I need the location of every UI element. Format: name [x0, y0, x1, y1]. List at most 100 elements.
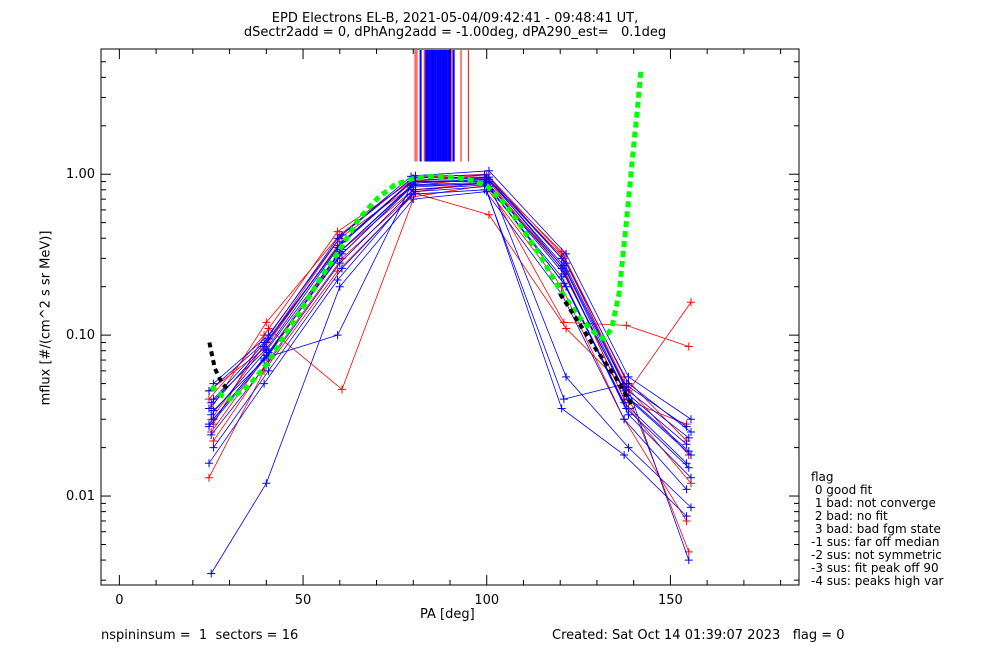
- legend-item: -1 sus: far off median: [811, 535, 940, 549]
- series-line: [208, 189, 687, 490]
- series-marker: [205, 386, 214, 395]
- series-marker: [209, 406, 218, 415]
- y-tick-label: 1.00: [66, 167, 95, 182]
- series-marker: [686, 428, 695, 437]
- series-marker: [411, 177, 420, 186]
- series-marker: [337, 385, 346, 394]
- axes-group: 0 50 100 150 0.01 0.10 1.00: [66, 48, 799, 608]
- series-marker: [562, 267, 571, 276]
- series-marker: [624, 410, 633, 419]
- x-tick-label: 50: [295, 593, 312, 608]
- legend-item: -2 sus: not symmetric: [811, 548, 942, 562]
- series-marker: [684, 463, 693, 472]
- series-marker: [684, 342, 693, 351]
- fit-curve: [209, 68, 644, 403]
- x-tick-label: 100: [474, 593, 499, 608]
- series-marker: [207, 398, 216, 407]
- series-marker: [684, 556, 693, 565]
- series-marker: [333, 234, 342, 243]
- series-marker: [484, 210, 493, 219]
- series-marker: [264, 331, 273, 340]
- series-marker: [207, 430, 216, 439]
- y-tick-label: 0.10: [66, 328, 95, 343]
- footer-left: nspininsum = 1 sectors = 16: [101, 628, 299, 643]
- series-marker: [557, 254, 566, 263]
- series-line: [213, 181, 692, 508]
- series-marker: [205, 404, 214, 413]
- series-marker: [682, 485, 691, 494]
- series-marker: [260, 354, 269, 363]
- series-line: [210, 182, 689, 433]
- series-marker: [409, 195, 418, 204]
- series-marker: [624, 372, 633, 381]
- series-marker: [484, 166, 493, 175]
- series-marker: [559, 318, 568, 327]
- series-line: [208, 183, 687, 517]
- legend-item: 3 bad: bad fgm state: [811, 522, 941, 536]
- series-marker: [207, 569, 216, 578]
- legend-item: -3 sus: fit peak off 90: [811, 561, 939, 575]
- series-marker: [686, 415, 695, 424]
- series-marker: [260, 379, 269, 388]
- series-marker: [562, 249, 571, 258]
- series-marker: [205, 459, 214, 468]
- series-marker: [557, 404, 566, 413]
- series-marker: [559, 261, 568, 270]
- series-marker: [562, 372, 571, 381]
- series-group: [205, 166, 695, 578]
- series-line: [210, 177, 690, 439]
- series-marker: [562, 324, 571, 333]
- series-marker: [333, 331, 342, 340]
- series-line: [213, 185, 692, 478]
- series-marker: [686, 450, 695, 459]
- chart-title-line2: dSectr2add = 0, dPhAng2add = -1.00deg, d…: [243, 25, 667, 40]
- series-marker: [686, 473, 695, 482]
- series-marker: [622, 404, 631, 413]
- series-marker: [684, 433, 693, 442]
- legend-item: 2 bad: no fit: [811, 509, 888, 523]
- series-line: [210, 181, 690, 452]
- series-marker: [622, 321, 631, 330]
- legend-item: 0 good fit: [811, 483, 873, 497]
- series-marker: [264, 366, 273, 375]
- series-marker: [207, 410, 216, 419]
- x-tick-label: 0: [115, 593, 123, 608]
- series-line: [208, 174, 687, 427]
- x-tick-label: 150: [658, 593, 683, 608]
- series-marker: [559, 395, 568, 404]
- median-curve: [558, 292, 636, 410]
- series-marker: [335, 282, 344, 291]
- x-axis-label: PA [deg]: [420, 607, 475, 622]
- series-line: [210, 191, 690, 574]
- series-marker: [624, 443, 633, 452]
- series-marker: [337, 264, 346, 273]
- curve-group: [207, 68, 644, 410]
- series-line: [208, 182, 687, 464]
- series-marker: [262, 344, 271, 353]
- series-marker: [209, 443, 218, 452]
- y-tick-label: 0.01: [66, 489, 95, 504]
- legend-item: 1 bad: not converge: [811, 496, 936, 510]
- series-marker: [407, 190, 416, 199]
- series-marker: [686, 298, 695, 307]
- series-marker: [484, 177, 493, 186]
- chart-title-line1: EPD Electrons EL-B, 2021-05-04/09:42:41 …: [271, 11, 639, 26]
- series-marker: [620, 415, 629, 424]
- series-marker: [205, 473, 214, 482]
- series-marker: [620, 450, 629, 459]
- series-marker: [682, 512, 691, 521]
- series-marker: [260, 338, 269, 347]
- series-marker: [686, 503, 695, 512]
- series-marker: [262, 479, 271, 488]
- legend-title: flag: [811, 470, 834, 484]
- series-marker: [562, 282, 571, 291]
- series-marker: [205, 420, 214, 429]
- series-marker: [335, 259, 344, 268]
- vertical-line-group: [414, 50, 469, 162]
- median-curve: [207, 342, 231, 393]
- series-marker: [262, 318, 271, 327]
- series-marker: [407, 181, 416, 190]
- series-marker: [333, 276, 342, 285]
- y-axis-label: mflux [#/(cm^2 s sr MeV)]: [38, 230, 54, 406]
